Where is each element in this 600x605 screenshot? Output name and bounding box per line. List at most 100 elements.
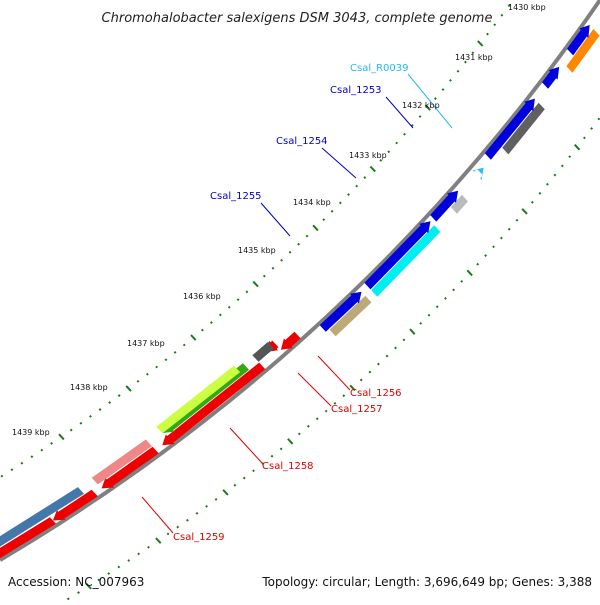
outer-tick: [342, 394, 346, 398]
outer-tick: [147, 545, 150, 549]
gene-label-csal-1259[interactable]: Csal_1259: [173, 532, 225, 543]
inner-tick: [58, 433, 65, 441]
inner-tick: [10, 468, 14, 472]
inner-tick: [418, 115, 422, 118]
gene-arrow-csal-r0039: [472, 167, 484, 180]
inner-tick: [464, 60, 467, 64]
outer-tick: [85, 583, 92, 590]
gene-label-csal-1255[interactable]: Csal_1255: [210, 191, 262, 202]
leader-csal-1258: [229, 427, 263, 464]
inner-tick: [403, 132, 406, 136]
genome-summary-text: Topology: circular; Length: 3,696,649 bp…: [261, 575, 592, 589]
gene-arrow-1250: [566, 29, 600, 73]
inner-tick: [262, 274, 266, 278]
leader-csal-1259: [141, 496, 174, 534]
inner-tick: [164, 358, 168, 362]
gene-arrow-1262: [0, 517, 56, 559]
outer-tick: [97, 578, 101, 582]
inner-tick: [0, 474, 4, 478]
outer-tick: [499, 236, 503, 240]
outer-tick: [127, 559, 131, 562]
inner-tick: [456, 69, 460, 73]
genome-backbone: [0, 0, 600, 562]
gene-arrow-1261: [0, 487, 84, 547]
gene-label-csal-1258[interactable]: Csal_1258: [262, 461, 314, 472]
outer-tick: [444, 296, 447, 300]
outer-tick: [77, 591, 80, 594]
outer-tick: [492, 245, 495, 249]
outer-tick: [466, 269, 473, 277]
outer-tick: [377, 362, 380, 366]
outer-tick: [195, 511, 199, 515]
outer-tick: [214, 497, 218, 501]
inner-tick: [424, 104, 431, 111]
inner-tick: [288, 250, 292, 254]
gene-label-csal-1257[interactable]: Csal_1257: [331, 404, 383, 415]
inner-tick: [471, 51, 475, 55]
inner-tick: [245, 290, 249, 294]
inner-tick: [218, 313, 222, 317]
tick-label-1431: 1431 kbp: [455, 53, 493, 62]
leader-csal-r0039: [407, 73, 453, 129]
inner-tick: [363, 176, 367, 179]
outer-tick: [597, 117, 600, 121]
tick-label-1437: 1437 kbp: [127, 339, 165, 348]
inner-tick: [312, 224, 319, 232]
tick-label-1434: 1434 kbp: [293, 198, 331, 207]
inner-tick: [155, 365, 159, 369]
outer-tick: [427, 313, 431, 317]
inner-tick: [173, 350, 177, 354]
inner-tick: [347, 193, 350, 196]
outer-tick-ring: [56, 117, 600, 605]
gene-label-csal-r0039[interactable]: Csal_R0039: [350, 63, 409, 74]
outer-tick: [538, 191, 542, 195]
outer-tick: [287, 438, 294, 445]
outer-tick: [261, 462, 265, 465]
leader-csal-1257: [297, 372, 332, 407]
inner-tick: [322, 218, 326, 222]
inner-tick: [145, 372, 149, 376]
inner-tick: [236, 298, 240, 302]
gene-arrow-1254: [371, 225, 441, 297]
outer-tick: [521, 208, 528, 215]
gene-arrow-1253: [484, 98, 535, 160]
outer-tick: [252, 469, 255, 473]
inner-tick: [355, 184, 359, 188]
inner-tick: [89, 414, 92, 418]
gene-label-csal-1254[interactable]: Csal_1254: [276, 136, 328, 147]
gene-arrow-1251: [567, 25, 590, 56]
inner-tick: [493, 23, 497, 27]
gene-arrow-1255b: [319, 291, 362, 332]
leader-csal-1256: [317, 355, 351, 391]
outer-tick: [297, 432, 301, 436]
gene-arrow-1260: [52, 489, 98, 521]
gene-label-csal-1253[interactable]: Csal_1253: [330, 85, 382, 96]
inner-tick: [305, 234, 309, 238]
tick-label-1436: 1436 kbp: [183, 292, 221, 301]
gene-label-csal-1256[interactable]: Csal_1256: [350, 388, 402, 399]
inner-tick: [209, 321, 213, 324]
label-leader-lines: [141, 73, 453, 534]
inner-tick: [69, 428, 73, 432]
inner-tick: [190, 334, 197, 341]
inner-tick: [117, 394, 121, 397]
inner-tick: [507, 4, 511, 8]
outer-tick: [185, 518, 189, 522]
outer-tick: [205, 504, 208, 508]
inner-tick: [395, 141, 399, 145]
inner-tick: [410, 123, 414, 127]
leader-csal-1255: [260, 202, 291, 237]
gene-arrow-1257: [252, 341, 275, 362]
inner-tick: [108, 401, 112, 404]
outer-tick: [582, 136, 586, 140]
outer-tick: [402, 338, 406, 342]
inner-tick: [441, 88, 445, 91]
tick-label-1438: 1438 kbp: [70, 383, 108, 392]
tick-label-1430: 1430 kbp: [508, 3, 546, 12]
outer-tick: [419, 321, 423, 325]
inner-tick: [369, 165, 376, 173]
outer-tick: [484, 254, 488, 257]
gene-arrow-grey: [450, 194, 468, 214]
inner-tick: [379, 158, 383, 162]
